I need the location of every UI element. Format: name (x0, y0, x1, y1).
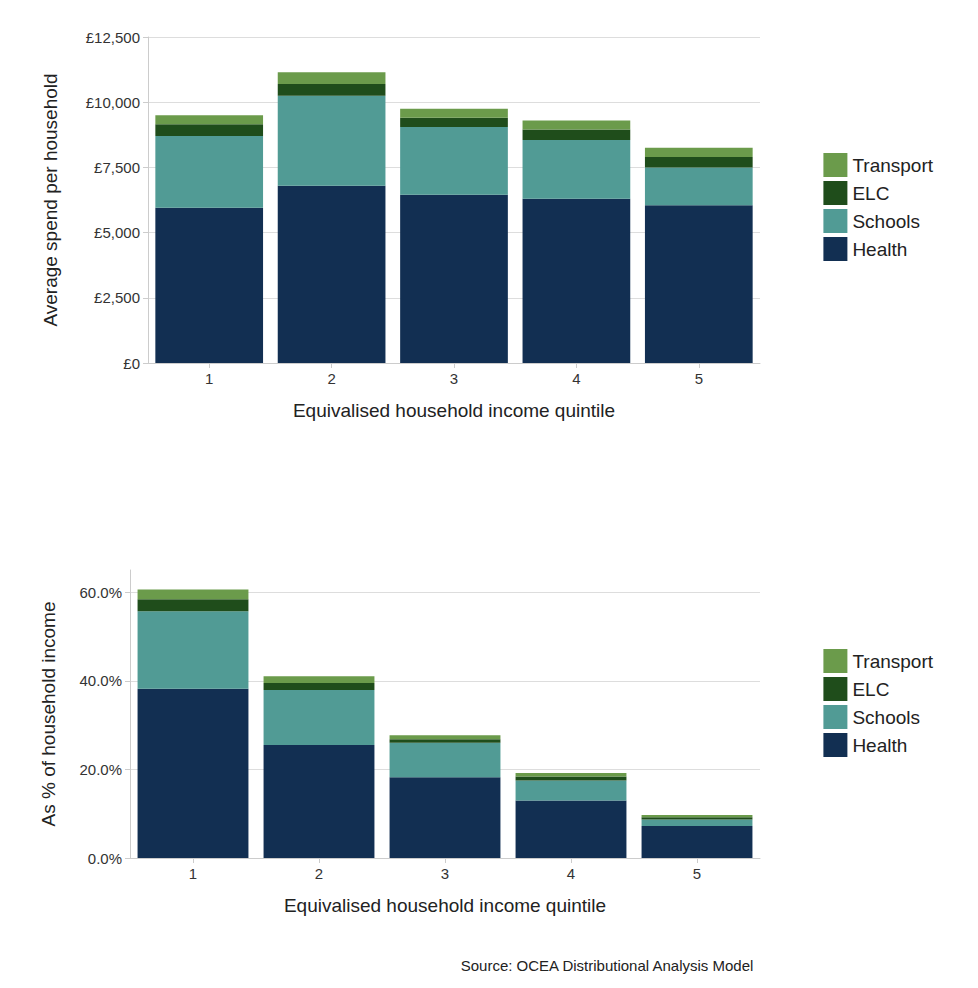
svg-text:ELC: ELC (852, 679, 889, 700)
svg-text:£7,500: £7,500 (94, 159, 140, 176)
svg-text:£5,000: £5,000 (94, 224, 140, 241)
svg-text:Equivalised household income q: Equivalised household income quintile (284, 895, 606, 916)
svg-text:2: 2 (315, 865, 323, 882)
svg-text:1: 1 (189, 865, 197, 882)
svg-text:4: 4 (572, 370, 580, 387)
svg-text:60.0%: 60.0% (79, 584, 122, 601)
svg-text:5: 5 (693, 865, 701, 882)
svg-text:Transport: Transport (852, 155, 933, 176)
svg-text:40.0%: 40.0% (79, 672, 122, 689)
svg-text:Equivalised household income q: Equivalised household income quintile (293, 400, 615, 421)
svg-text:Health: Health (852, 735, 907, 756)
svg-text:ELC: ELC (852, 183, 889, 204)
svg-text:Schools: Schools (852, 211, 920, 232)
svg-text:£12,500: £12,500 (86, 29, 140, 46)
svg-text:20.0%: 20.0% (79, 761, 122, 778)
svg-text:£2,500: £2,500 (94, 289, 140, 306)
svg-text:0.0%: 0.0% (88, 850, 122, 867)
svg-text:£0: £0 (123, 355, 140, 372)
svg-text:Source: OCEA Distributional An: Source: OCEA Distributional Analysis Mod… (461, 957, 754, 974)
svg-text:2: 2 (327, 370, 335, 387)
svg-text:As % of household income: As % of household income (38, 602, 59, 827)
svg-text:3: 3 (450, 370, 458, 387)
svg-text:5: 5 (695, 370, 703, 387)
svg-text:1: 1 (205, 370, 213, 387)
svg-text:4: 4 (567, 865, 575, 882)
svg-text:Schools: Schools (852, 707, 920, 728)
svg-text:Health: Health (852, 239, 907, 260)
svg-text:3: 3 (441, 865, 449, 882)
svg-text:£10,000: £10,000 (86, 94, 140, 111)
svg-text:Transport: Transport (852, 651, 933, 672)
svg-text:Average spend per household: Average spend per household (40, 73, 61, 326)
